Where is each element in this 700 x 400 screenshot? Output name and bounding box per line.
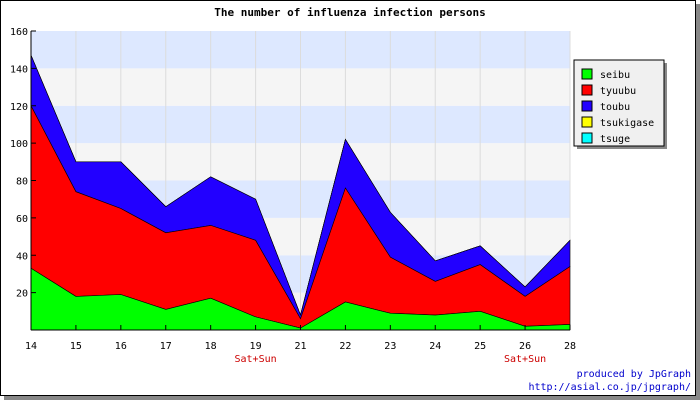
y-tick-label: 120 (10, 102, 28, 113)
credit-line-1: produced by JpGraph (577, 369, 691, 380)
x-tick-label: 21 (294, 341, 306, 352)
y-tick-label: 40 (16, 251, 28, 262)
y-tick-label: 100 (10, 139, 28, 150)
legend-swatch-tsukigase (581, 116, 593, 128)
legend-label-tsuge: tsuge (600, 134, 630, 145)
legend-swatch-tyuubu (581, 84, 593, 96)
legend-swatch-toubu (581, 100, 593, 112)
weekend-label: Sat+Sun (504, 354, 546, 365)
legend-label-toubu: toubu (600, 102, 630, 113)
x-tick-label: 17 (160, 341, 172, 352)
y-tick-label: 140 (10, 64, 28, 75)
x-tick-label: 18 (205, 341, 217, 352)
x-tick-label: 19 (250, 341, 262, 352)
legend-swatch-tsuge (581, 132, 593, 144)
y-tick-label: 60 (16, 214, 28, 225)
y-tick-label: 160 (10, 27, 28, 38)
x-tick-label: 24 (429, 341, 441, 352)
x-tick-label: 26 (519, 341, 531, 352)
legend-swatch-seibu (581, 68, 593, 80)
x-tick-label: 16 (115, 341, 127, 352)
x-tick-label: 14 (25, 341, 37, 352)
axes: 20 40 60 80 100 120 140 160 14 15 16 17 18 19 21 22 23 24… (10, 27, 576, 365)
y-tick-label: 20 (16, 289, 28, 300)
credit-line-2[interactable]: http://asial.co.jp/jpgraph/ (528, 382, 691, 393)
x-tick-label: 22 (339, 341, 351, 352)
x-tick-label: 23 (384, 341, 396, 352)
y-tick-label: 80 (16, 177, 28, 188)
legend-label-tsukigase: tsukigase (600, 118, 654, 129)
legend: seibu tyuubu toubu tsukigase tsuge (573, 59, 667, 149)
weekend-label: Sat+Sun (235, 354, 277, 365)
x-tick-label: 15 (70, 341, 82, 352)
x-tick-label: 25 (474, 341, 486, 352)
legend-label-seibu: seibu (600, 70, 630, 81)
chart-title: The number of influenza infection person… (214, 6, 486, 19)
legend-label-tyuubu: tyuubu (600, 86, 636, 97)
x-tick-label: 28 (564, 341, 576, 352)
